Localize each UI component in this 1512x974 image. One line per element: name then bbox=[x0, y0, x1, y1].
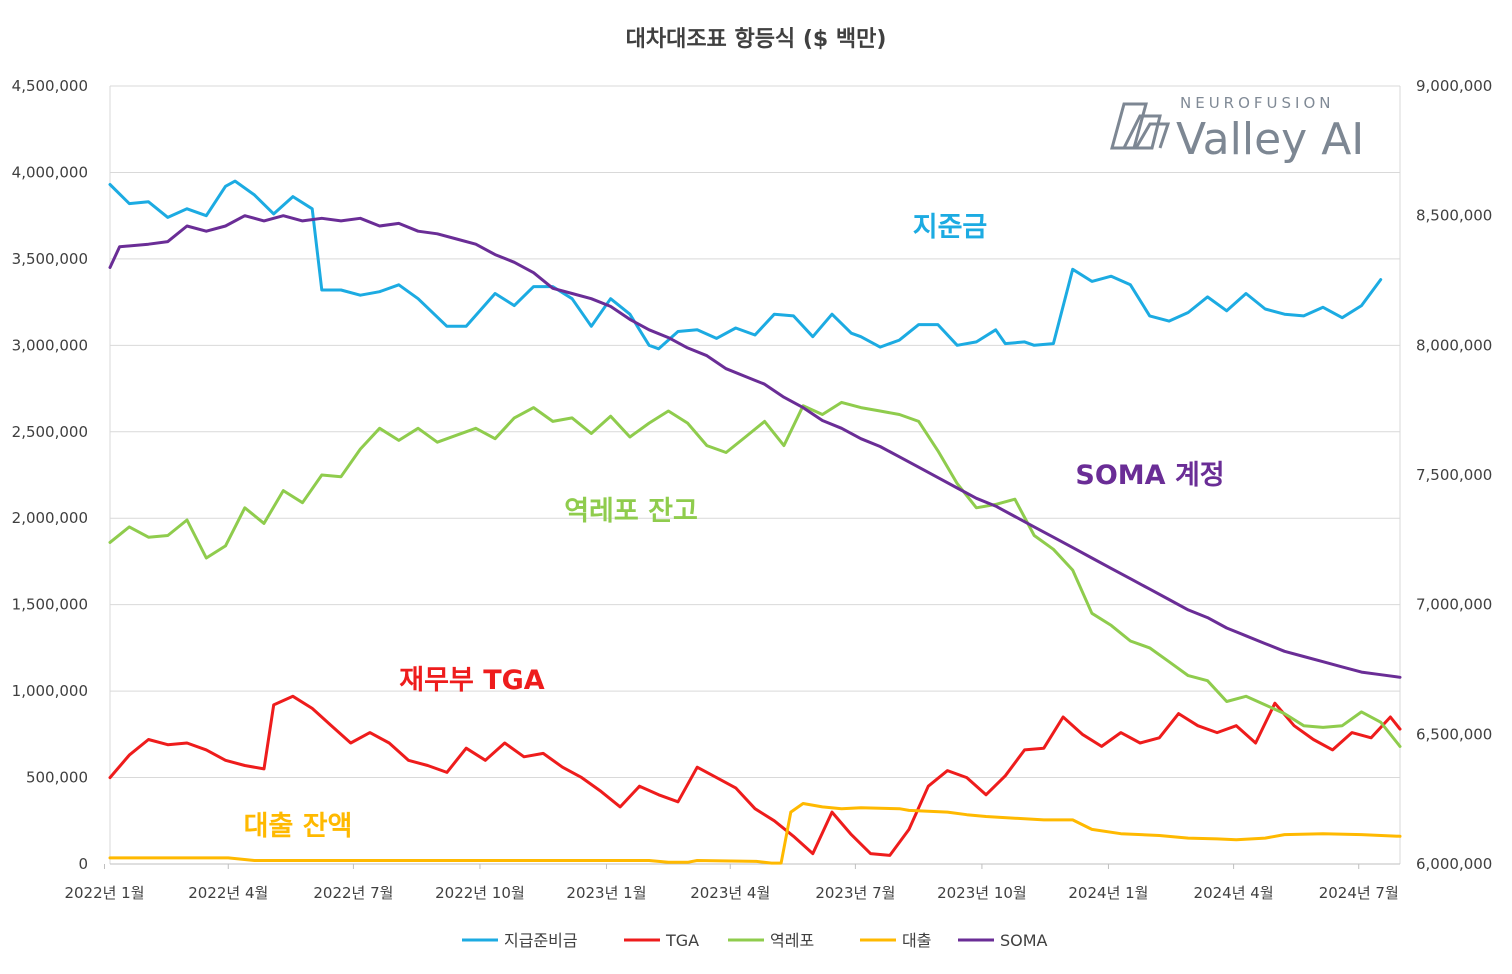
logo-shape-front bbox=[1134, 122, 1171, 149]
watermark-top-text: NEUROFUSION bbox=[1180, 94, 1335, 112]
right-tick-label: 6,000,000 bbox=[1416, 855, 1492, 873]
x-tick-label: 2022년 4월 bbox=[188, 884, 268, 902]
left-tick-label: 1,000,000 bbox=[12, 682, 88, 700]
series-line-1 bbox=[108, 694, 1402, 857]
series-line-3 bbox=[108, 802, 1402, 865]
x-tick-label: 2022년 7월 bbox=[313, 884, 393, 902]
axis-layer: 0 500,000 1,000,000 1,500,000 2,000,000 2,500… bbox=[12, 77, 1493, 902]
annotation-label: 재무부 TGA bbox=[399, 665, 544, 696]
legend-label: 대출 bbox=[902, 931, 931, 950]
right-tick-label: 9,000,000 bbox=[1416, 77, 1492, 95]
annotation-label: 지준금 bbox=[913, 212, 988, 243]
right-tick-label: 8,500,000 bbox=[1416, 207, 1492, 225]
legend-label: SOMA bbox=[1000, 931, 1048, 950]
watermark-logo: NEUROFUSION Valley AI bbox=[1110, 94, 1364, 165]
x-tick-label: 2024년 1월 bbox=[1068, 884, 1148, 902]
annotation-label: 대출 잔액 bbox=[244, 811, 353, 842]
left-tick-label: 4,000,000 bbox=[12, 163, 88, 181]
right-tick-label: 8,000,000 bbox=[1416, 336, 1492, 354]
legend: 지급준비금 TGA 역레포 대출 SOMA bbox=[462, 931, 1048, 950]
logo-shape-mid bbox=[1121, 114, 1162, 150]
annotation-label: 역레포 잔고 bbox=[564, 496, 698, 527]
left-tick-label: 0 bbox=[78, 855, 88, 873]
x-tick-label: 2023년 10월 bbox=[937, 884, 1027, 902]
series-line-0 bbox=[108, 179, 1383, 351]
series-line-4 bbox=[108, 214, 1402, 679]
left-tick-label: 3,000,000 bbox=[12, 336, 88, 354]
left-tick-label: 2,000,000 bbox=[12, 509, 88, 527]
x-tick-label: 2023년 7월 bbox=[815, 884, 895, 902]
right-tick-label: 7,500,000 bbox=[1416, 466, 1492, 484]
valley-ai-logo-mark bbox=[1110, 102, 1171, 150]
x-tick-label: 2022년 1월 bbox=[64, 884, 144, 902]
x-tick-label: 2024년 7월 bbox=[1319, 884, 1399, 902]
right-tick-label: 7,000,000 bbox=[1416, 596, 1492, 614]
watermark-main-text: Valley AI bbox=[1176, 114, 1364, 165]
chart-title: 대차대조표 항등식 ($ 백만) bbox=[626, 27, 887, 52]
legend-label: TGA bbox=[665, 931, 699, 950]
series-layer bbox=[108, 179, 1402, 865]
x-tick-label: 2023년 1월 bbox=[566, 884, 646, 902]
legend-label: 역레포 bbox=[770, 931, 814, 950]
legend-label: 지급준비금 bbox=[504, 931, 578, 950]
left-tick-label: 2,500,000 bbox=[12, 423, 88, 441]
series-line-2 bbox=[108, 400, 1402, 748]
right-tick-label: 6,500,000 bbox=[1416, 725, 1492, 743]
left-tick-label: 4,500,000 bbox=[12, 77, 88, 95]
x-tick-label: 2022년 10월 bbox=[435, 884, 525, 902]
x-tick-label: 2024년 4월 bbox=[1194, 884, 1274, 902]
grid-layer bbox=[110, 85, 1400, 865]
x-tick-label: 2023년 4월 bbox=[690, 884, 770, 902]
left-tick-label: 500,000 bbox=[26, 769, 88, 787]
left-tick-label: 3,500,000 bbox=[12, 250, 88, 268]
left-tick-label: 1,500,000 bbox=[12, 596, 88, 614]
annotation-label: SOMA 계정 bbox=[1075, 460, 1224, 491]
